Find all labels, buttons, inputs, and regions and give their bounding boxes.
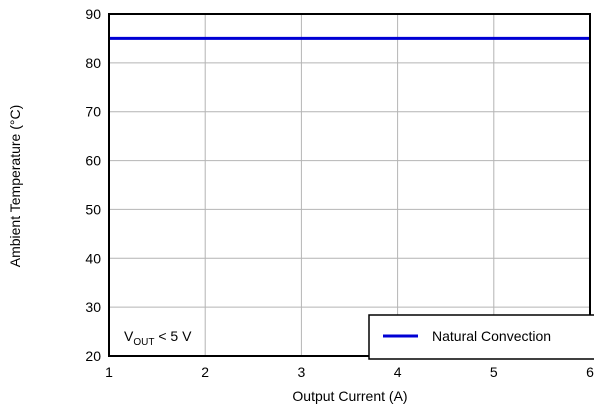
y-tick-label-20: 20 bbox=[85, 348, 101, 364]
x-tick-label-2: 2 bbox=[201, 364, 209, 380]
y-tick-label-50: 50 bbox=[85, 201, 101, 217]
y-tick-label-70: 70 bbox=[85, 104, 101, 120]
y-tick-label-90: 90 bbox=[85, 6, 101, 22]
x-tick-label-4: 4 bbox=[394, 364, 402, 380]
annotation-subscript: OUT bbox=[133, 337, 154, 348]
y-tick-label-60: 60 bbox=[85, 153, 101, 169]
plot-frame bbox=[108, 13, 591, 357]
annotation-suffix: < 5 V bbox=[154, 328, 192, 344]
legend: Natural Convection bbox=[368, 314, 594, 360]
x-tick-label-6: 6 bbox=[586, 364, 594, 380]
y-tick-label-30: 30 bbox=[85, 299, 101, 315]
grid-lines bbox=[109, 14, 590, 356]
x-axis-label: Output Current (A) bbox=[292, 388, 407, 404]
axis-ticks: 1 2 3 4 5 6 20 30 40 50 60 70 80 90 bbox=[85, 6, 594, 380]
annotation-vout: VOUT < 5 V bbox=[124, 328, 192, 348]
annotation-main: V bbox=[124, 328, 134, 344]
x-tick-label-5: 5 bbox=[490, 364, 498, 380]
x-tick-label-1: 1 bbox=[105, 364, 113, 380]
legend-label-natural-convection: Natural Convection bbox=[432, 328, 551, 344]
y-tick-label-40: 40 bbox=[85, 250, 101, 266]
svg-text:VOUT < 5 V: VOUT < 5 V bbox=[124, 328, 192, 348]
x-tick-label-3: 3 bbox=[298, 364, 306, 380]
y-tick-label-80: 80 bbox=[85, 55, 101, 71]
y-axis-label: Ambient Temperature (°C) bbox=[7, 105, 23, 268]
